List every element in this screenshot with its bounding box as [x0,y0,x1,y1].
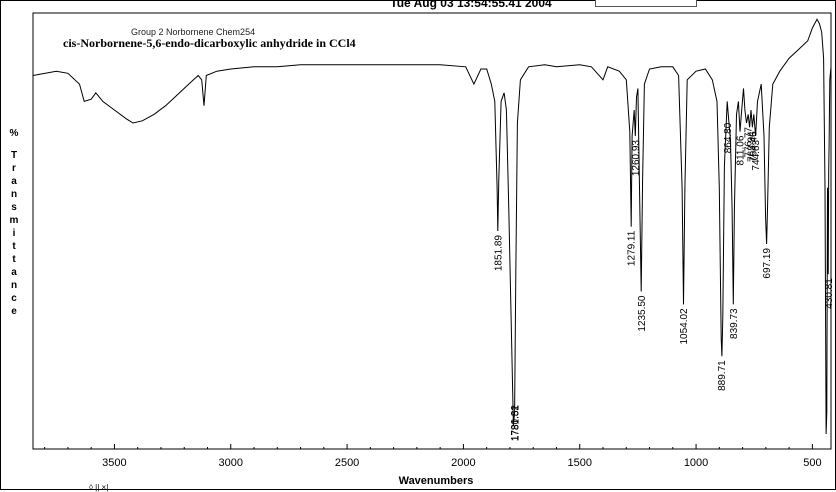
y-axis-label-letter: a [11,267,17,278]
x-tick-label: 1500 [567,457,591,469]
peak-label: 811.06 [736,135,747,165]
y-axis-label-letter: T [11,150,17,161]
peak-label: 1235.50 [637,295,648,332]
chart-title: cis-Norbornene-5,6-endo-dicarboxylic anh… [63,36,356,50]
y-axis-label-letter: n [11,280,17,291]
peak-label: 1279.11 [627,230,638,266]
x-tick-label: 2000 [451,457,475,469]
x-axis-ticks [44,444,813,449]
peak-label: 744.63 [751,140,762,171]
y-axis-label-letter: t [12,241,16,252]
x-tick-label: 1000 [684,457,708,469]
bottom-toolbar-widget[interactable]: ◊ || ×| [89,483,109,492]
peak-label: 754.46 [749,131,760,162]
x-axis-label: Wavenumbers [399,475,474,487]
x-tick-label: 3000 [219,457,243,469]
x-tick-label: 2500 [335,457,359,469]
peak-label: 839.73 [729,308,740,339]
y-axis-label-letter: % [10,128,19,139]
y-axis-label-letter: n [11,189,17,200]
y-axis-label-letter: m [10,215,19,226]
peak-label: 697.19 [762,248,773,279]
y-axis-label-letter: t [12,254,16,265]
chart-subtitle: Group 2 Norbornene Chem254 [131,27,255,37]
peak-label: 776.77 [743,127,754,158]
peak-label: 889.71 [717,360,728,391]
y-axis-label-letter: a [11,176,17,187]
x-tick-label: 3500 [102,457,126,469]
peak-label: 1054.02 [679,308,690,345]
peak-label: 864.80 [723,122,734,153]
x-axis-tick-labels: 3500 3000 2500 2000 1500 1000 500 [102,457,821,469]
y-axis-label-letter: s [11,202,17,213]
header-timestamp: Tue Aug 03 13:54:55.41 2004 [390,1,552,10]
peak-label: 1260.93 [631,140,642,177]
transmittance-series-line [32,18,832,435]
peak-label: 1780.82 [510,405,521,442]
peak-label: 430.81 [824,278,835,309]
x-tick-label: 500 [803,457,821,469]
y-axis-label-letter: i [13,228,16,239]
header-input-box[interactable] [595,0,697,7]
peak-label: 1851.89 [493,235,504,272]
plot-frame [32,12,832,450]
peak-label: 763.94 [747,131,758,162]
y-axis-label-letter: e [11,306,17,317]
y-axis-label-letter: c [11,293,17,304]
peak-label: 1781.51 [511,405,522,442]
y-axis-label-letter: r [12,163,16,174]
